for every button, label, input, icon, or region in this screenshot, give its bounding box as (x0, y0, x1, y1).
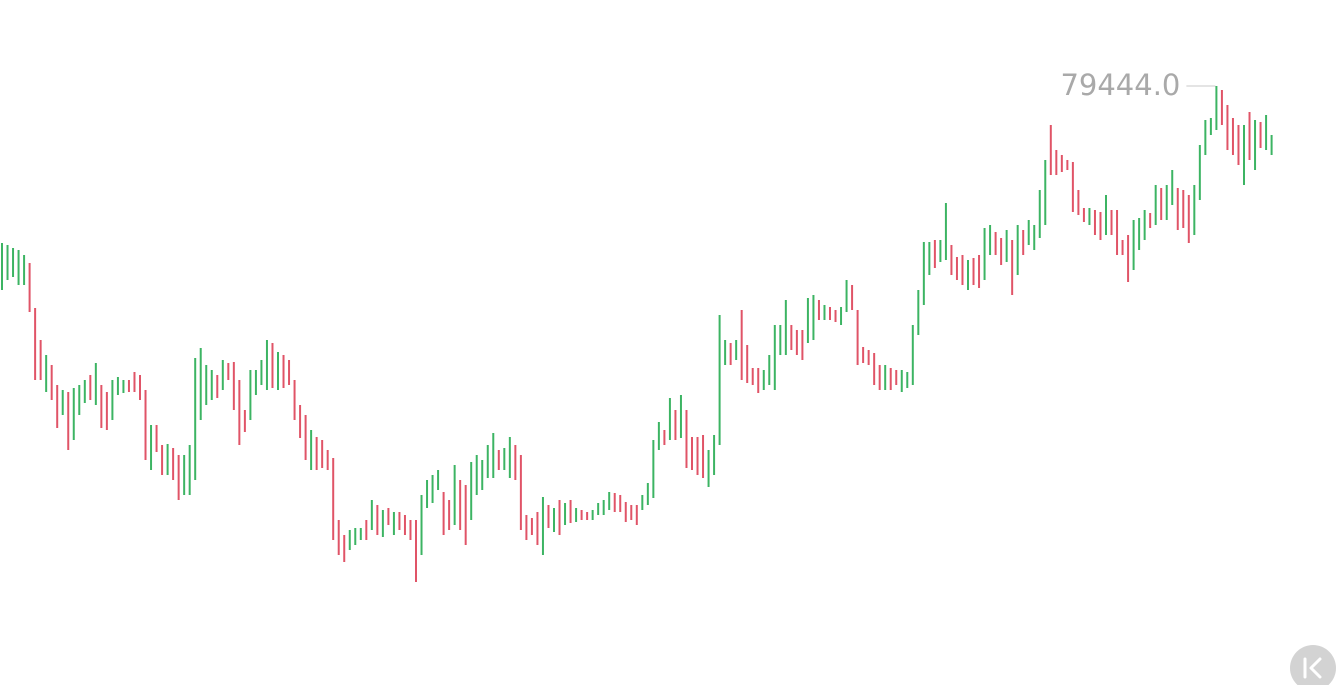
button-icon[interactable] (1303, 657, 1322, 679)
max-label: 79444.0 (1060, 68, 1180, 102)
collapse-button[interactable] (1290, 645, 1336, 685)
